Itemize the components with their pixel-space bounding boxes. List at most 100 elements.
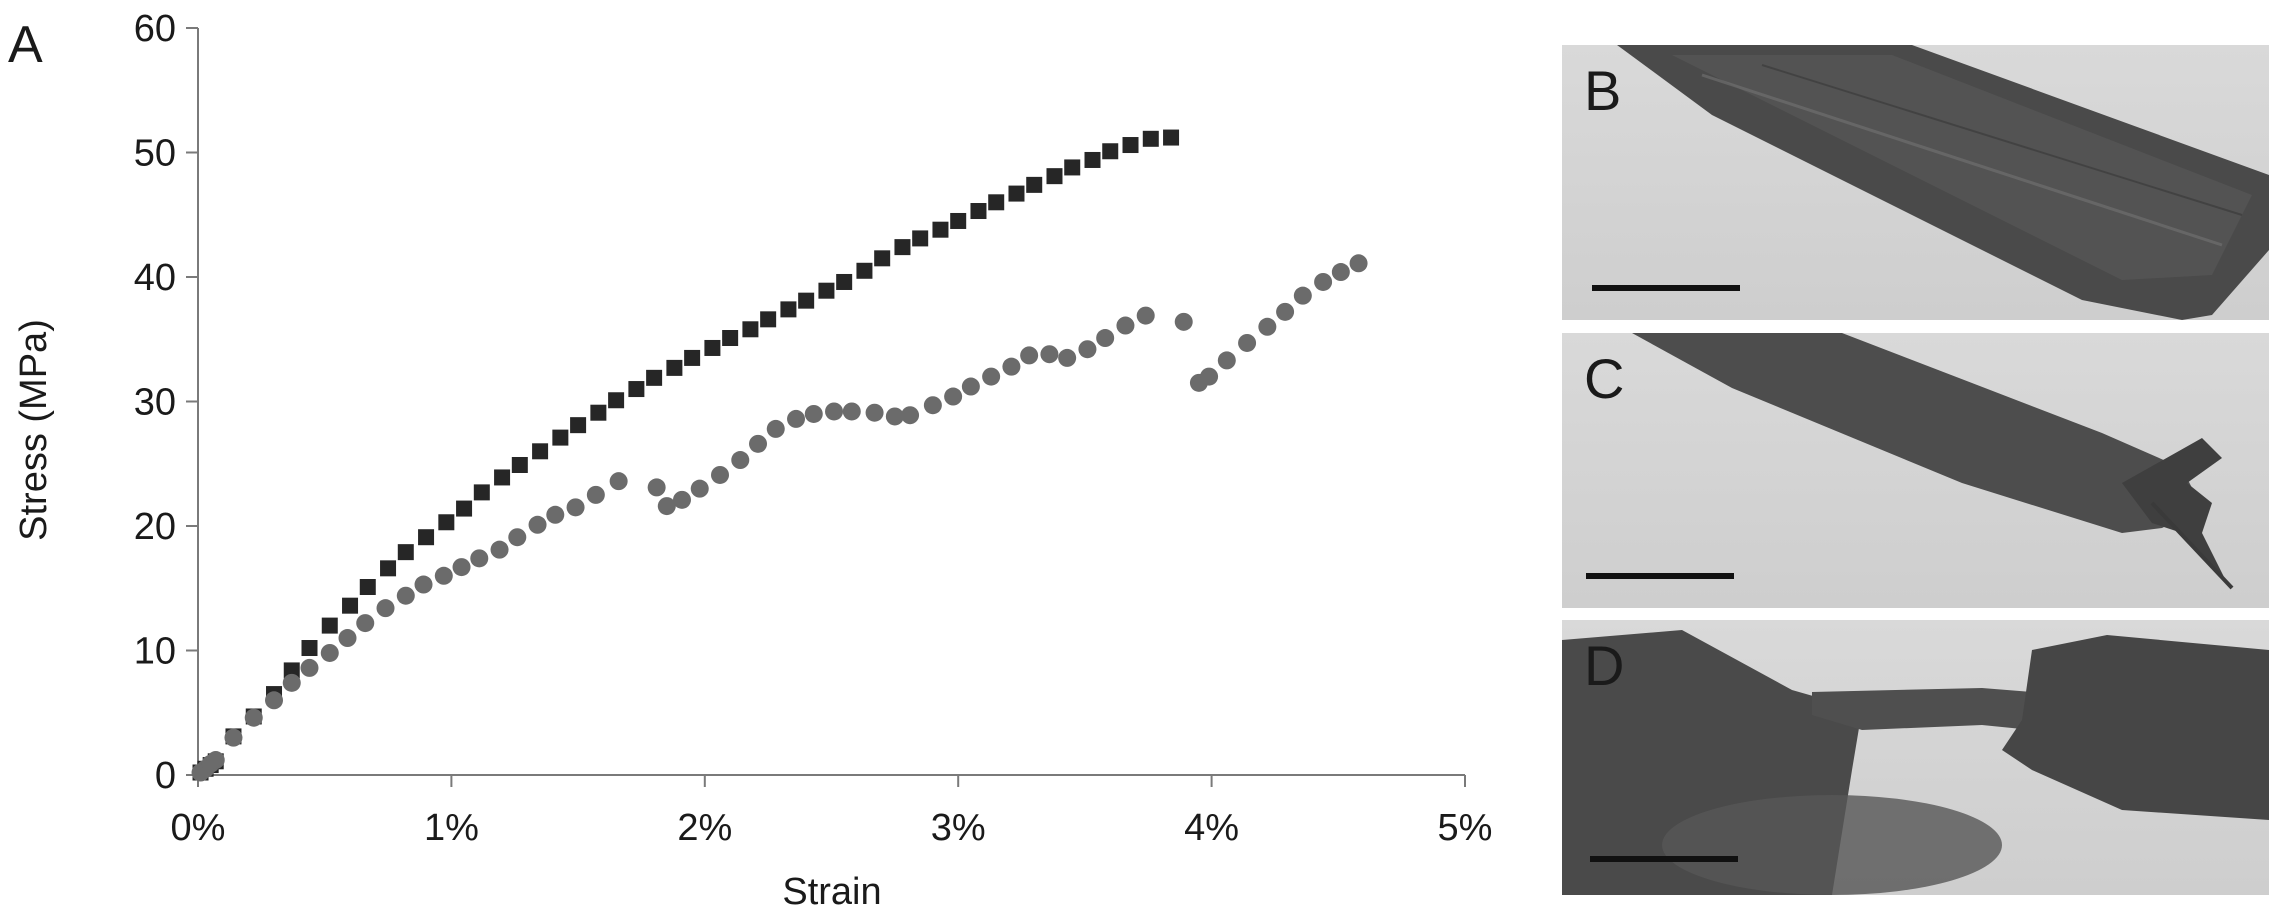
data-point-circle	[490, 540, 509, 559]
data-point-square	[532, 443, 549, 460]
data-point-circle	[356, 614, 375, 633]
data-point-circle	[787, 409, 806, 428]
tendon-intact-image	[1617, 45, 2269, 320]
y-tick-label: 10	[134, 631, 176, 673]
panel-b-scale-bar	[1592, 285, 1740, 291]
data-point-square	[684, 349, 701, 366]
data-point-square	[912, 230, 929, 247]
data-point-square	[1142, 130, 1159, 147]
data-point-circle	[282, 673, 301, 692]
y-tick-label: 20	[134, 506, 176, 548]
data-point-circle	[1200, 367, 1219, 386]
data-point-circle	[470, 549, 489, 568]
tendon-ruptured-image	[1562, 630, 2269, 895]
data-point-circle	[657, 497, 676, 516]
data-point-circle	[586, 485, 605, 504]
data-point-circle	[566, 498, 585, 517]
data-point-square	[760, 311, 777, 328]
data-point-square	[894, 239, 911, 256]
data-point-circle	[206, 751, 225, 770]
data-point-circle	[982, 367, 1001, 386]
tendon-partial-failure-image	[1632, 333, 2234, 590]
data-point-circle	[508, 528, 527, 547]
data-point-square	[570, 417, 587, 434]
x-tick-label: 2%	[677, 807, 732, 849]
y-tick-label: 0	[155, 755, 176, 797]
data-point-square	[950, 212, 967, 229]
y-tick-label: 60	[134, 8, 176, 50]
data-point-square	[1064, 159, 1081, 176]
data-point-square	[342, 597, 359, 614]
data-point-square	[646, 369, 663, 386]
data-point-circle	[396, 586, 415, 605]
data-point-circle	[434, 566, 453, 585]
panel-c-scale-bar	[1586, 573, 1734, 579]
data-point-square	[494, 469, 511, 486]
data-point-square	[856, 262, 873, 279]
data-point-circle	[528, 515, 547, 534]
data-point-circle	[546, 505, 565, 524]
data-point-circle	[1349, 254, 1368, 273]
data-point-square	[932, 221, 949, 238]
data-point-square	[359, 579, 376, 596]
y-tick-label: 50	[134, 133, 176, 175]
data-point-square	[628, 381, 645, 398]
y-tick-label: 40	[134, 257, 176, 299]
panel-b-letter: B	[1584, 59, 1622, 122]
stress-strain-chart: A 0 10 20 30 40 50 60 0% 1% 2% 3% 4% 5% Strain Stres…	[8, 8, 1493, 913]
data-point-square	[704, 339, 721, 356]
data-point-circle	[300, 658, 319, 677]
chart-axes: 0 10 20 30 40 50 60 0% 1% 2% 3% 4% 5%	[134, 8, 1493, 849]
panel-c-micrograph: C	[1562, 333, 2269, 608]
data-point-square	[988, 194, 1005, 211]
data-point-circle	[865, 403, 884, 422]
data-point-circle	[338, 629, 357, 648]
panel-d-letter: D	[1584, 634, 1625, 697]
data-point-circle	[1096, 329, 1115, 348]
data-point-circle	[1293, 286, 1312, 305]
data-point-square	[874, 250, 891, 267]
y-axis-label: Stress (MPa)	[13, 319, 55, 541]
data-point-circle	[1116, 316, 1135, 335]
data-point-square	[1102, 143, 1119, 160]
data-point-circle	[1217, 351, 1236, 370]
panel-d-micrograph: D	[1562, 620, 2269, 895]
data-point-circle	[766, 419, 785, 438]
panel-d-scale-bar	[1590, 856, 1738, 862]
data-point-square	[742, 321, 759, 338]
data-point-circle	[690, 479, 709, 498]
data-point-circle	[885, 407, 904, 426]
data-point-square	[590, 404, 607, 421]
data-point-square	[1046, 168, 1063, 185]
data-point-circle	[1136, 306, 1155, 325]
data-point-square	[608, 392, 625, 409]
data-point-circle	[1238, 333, 1257, 352]
data-point-square	[301, 640, 318, 657]
data-point-square	[970, 203, 987, 220]
data-point-circle	[1331, 263, 1350, 282]
data-point-circle	[923, 396, 942, 415]
data-point-circle	[414, 575, 433, 594]
data-point-square	[1122, 137, 1139, 154]
data-point-square	[666, 359, 683, 376]
data-point-circle	[647, 478, 666, 497]
data-point-square	[397, 544, 414, 561]
x-tick-label: 4%	[1184, 807, 1239, 849]
data-point-circle	[749, 434, 768, 453]
data-point-square	[380, 560, 397, 577]
data-point-circle	[711, 465, 730, 484]
data-point-circle	[1040, 345, 1059, 364]
data-point-circle	[265, 691, 284, 710]
panel-b-micrograph: B	[1562, 45, 2269, 320]
data-point-circle	[731, 451, 750, 470]
data-point-circle	[672, 490, 691, 509]
data-point-circle	[901, 406, 920, 425]
data-point-square	[473, 484, 490, 501]
data-point-circle	[825, 402, 844, 421]
data-point-circle	[804, 404, 823, 423]
data-point-circle	[244, 708, 263, 727]
data-point-circle	[944, 387, 963, 406]
data-point-square	[798, 292, 815, 309]
data-point-circle	[1002, 357, 1021, 376]
data-point-circle	[1078, 340, 1097, 359]
